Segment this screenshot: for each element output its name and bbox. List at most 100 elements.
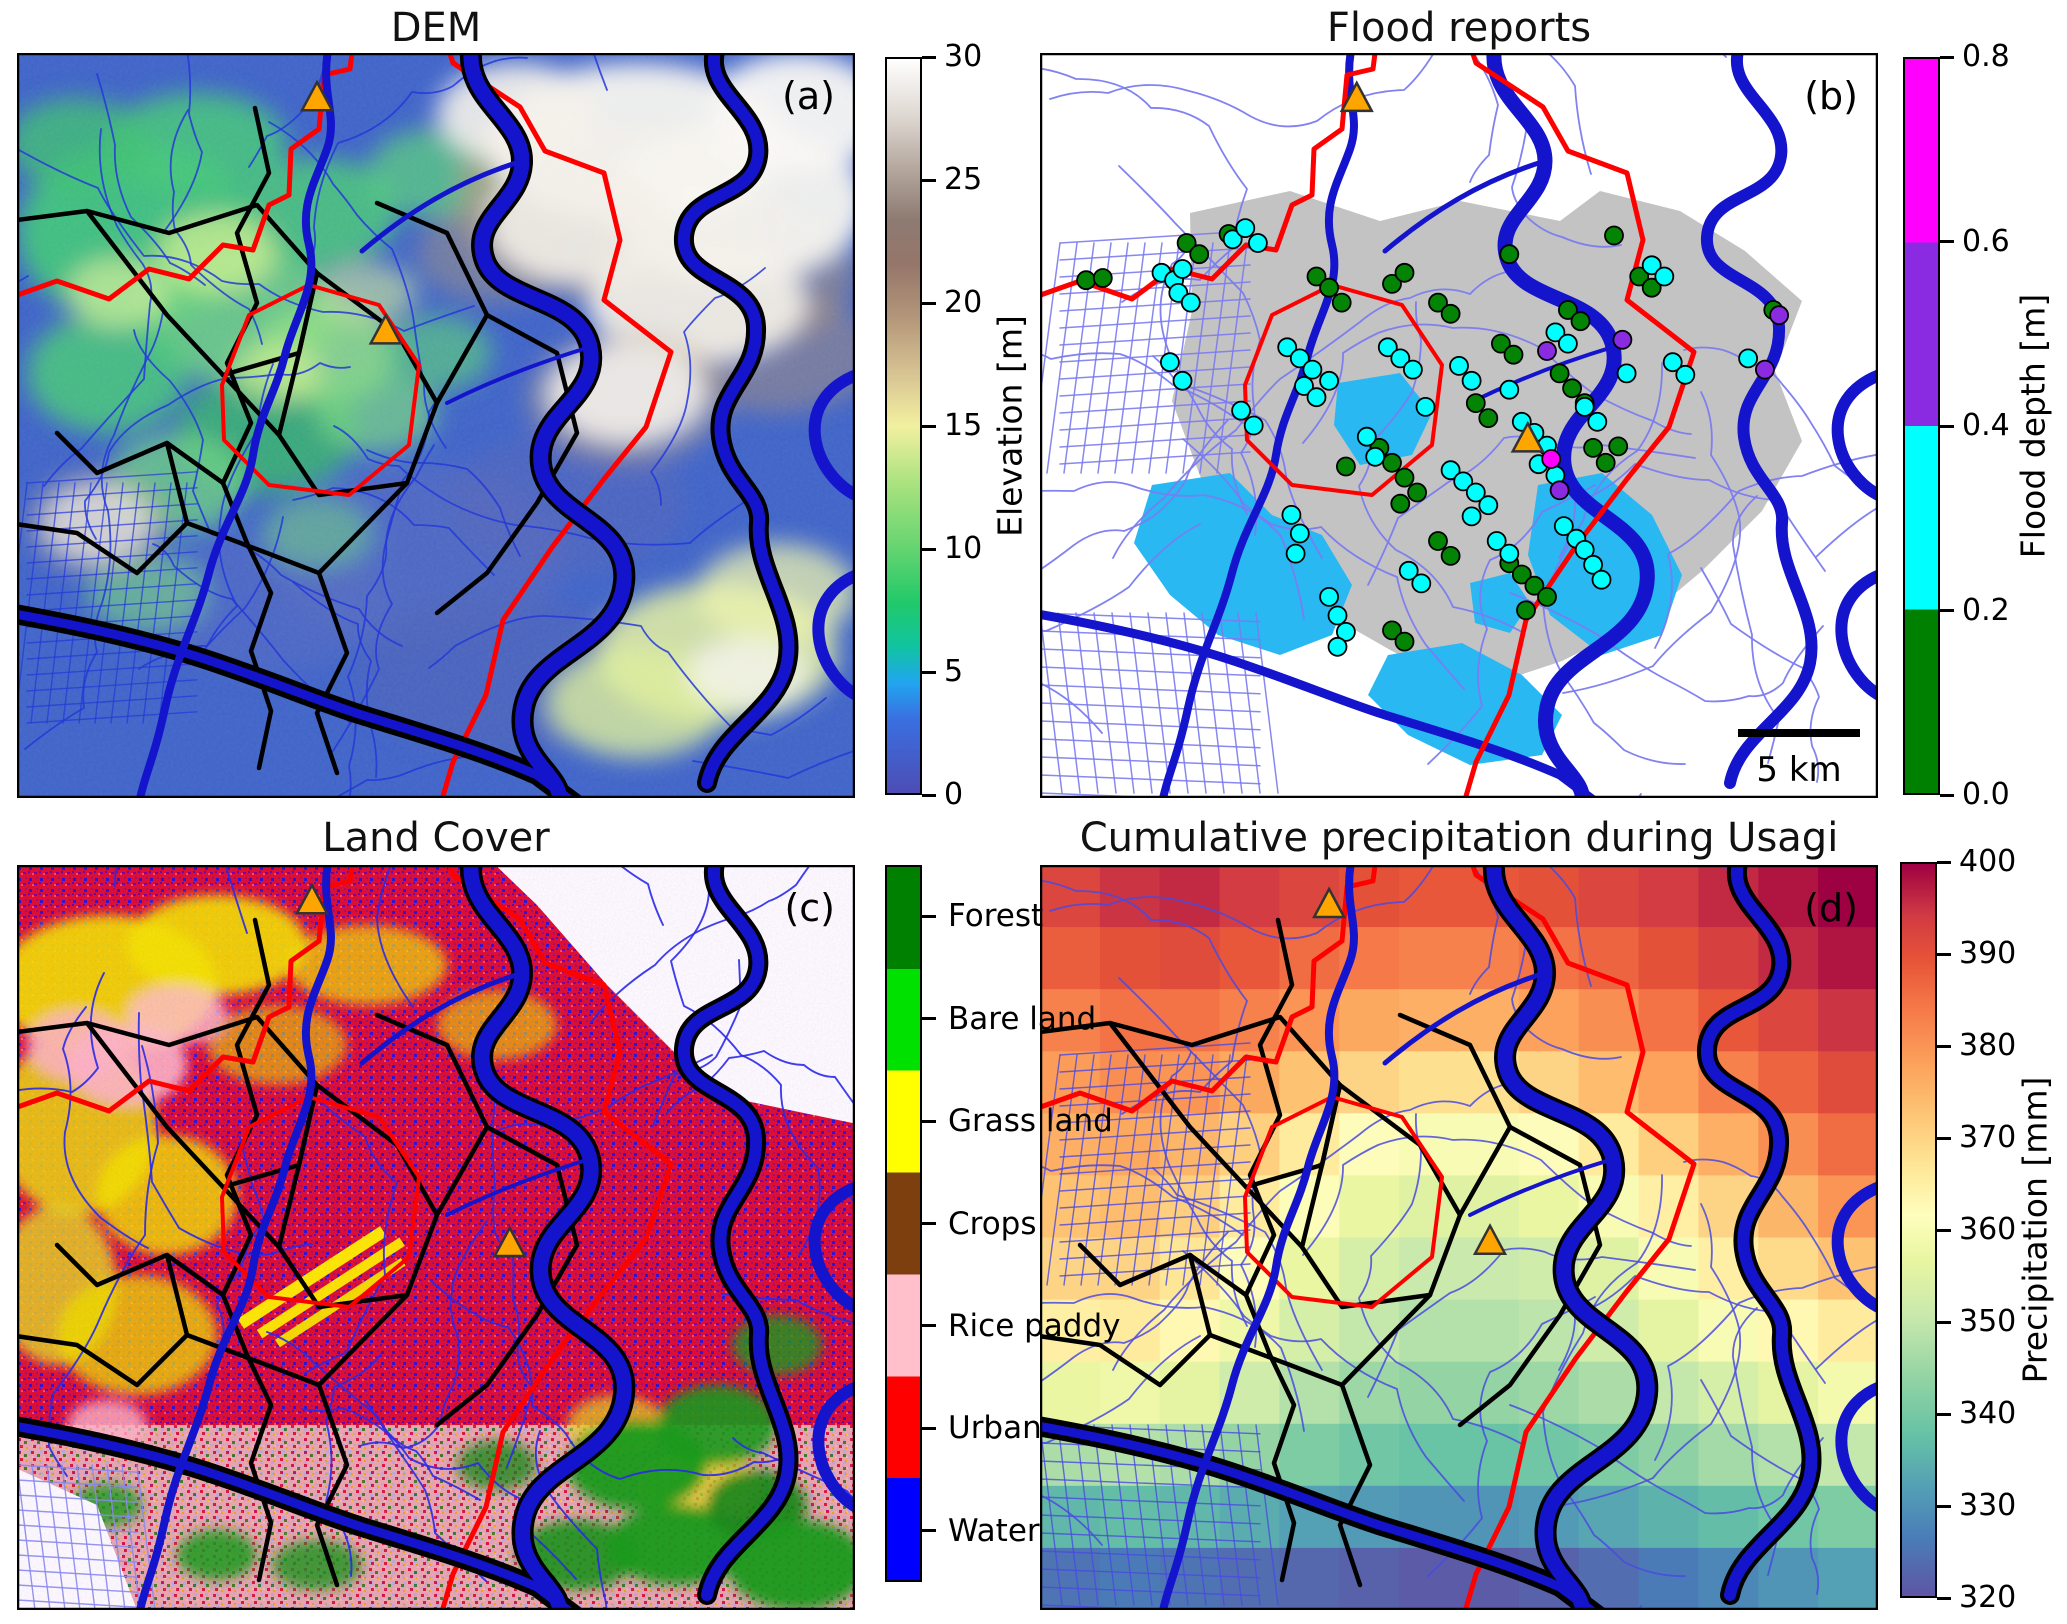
flood-report-point (1604, 225, 1624, 246)
legend-tick-mark (922, 1426, 936, 1430)
flood-report-point (1407, 482, 1428, 503)
elevation-colorbar-ticks: 0 5 10 15 20 25 30 (922, 39, 1042, 812)
tick-label: 400 (1959, 843, 2017, 879)
gauge-marker-icon (294, 882, 527, 1258)
flood-report-point (1558, 300, 1578, 320)
legend-tick-mark (922, 914, 936, 918)
tick-label: 25 (944, 161, 983, 197)
tick-mark (1940, 609, 1954, 612)
flood-report-point (1289, 523, 1310, 544)
flood-report-point (1461, 506, 1482, 527)
flood-report-point (1327, 605, 1348, 626)
legend-tick-mark (922, 1529, 936, 1533)
flood-report-point (1319, 587, 1340, 607)
flood-report-point (1398, 560, 1419, 581)
tick-mark (922, 424, 936, 428)
flood-report-point (1172, 259, 1193, 279)
flood-report-point (1277, 337, 1298, 358)
flood-report-point (1356, 426, 1377, 447)
flood-report-point (1755, 359, 1775, 380)
flood-report-point (1612, 329, 1633, 350)
flood-report-point (1465, 482, 1486, 503)
legend-label: Urban (948, 1410, 1042, 1447)
tick-mark (1937, 1596, 1951, 1600)
flood-report-point (1641, 255, 1662, 276)
tick-label: 320 (1959, 1579, 2017, 1615)
flood-report-point (1453, 471, 1474, 492)
flood-report-point (1537, 341, 1557, 361)
flood-report-point (1440, 545, 1461, 566)
panel-a-title: DEM (390, 5, 482, 51)
tick-label: 360 (1959, 1211, 2017, 1247)
flood-report-point (1583, 554, 1603, 575)
panel-a-label: (a) (782, 74, 835, 118)
flood-report-point (1428, 292, 1448, 313)
legend-tick-mark (922, 1119, 936, 1123)
panel-dem-map: (a) (17, 53, 855, 798)
legend-tick-mark (922, 1017, 936, 1021)
flood-depth-colorbar (1903, 57, 1940, 795)
tick-label: 370 (1959, 1119, 2017, 1155)
flood-report-point (1654, 266, 1675, 287)
flood-report-point (1511, 564, 1532, 585)
tick-mark (1940, 793, 1954, 797)
landcover-rivers (17, 865, 855, 1610)
legend-tick-mark (922, 1324, 936, 1328)
legend-label: Bare land (948, 1000, 1097, 1037)
flood-report-point (1289, 348, 1310, 369)
flood-report-point (1306, 387, 1327, 408)
legend-label: Forest (948, 898, 1044, 935)
flood-report-point (1499, 379, 1520, 400)
tick-mark (1937, 1320, 1951, 1324)
flood-report-point (1231, 400, 1252, 421)
flood-report-point (1449, 355, 1469, 376)
flood-report-point (1394, 631, 1415, 652)
flood-report-point (1335, 456, 1356, 477)
legend-label: Rice paddy (948, 1307, 1121, 1344)
flood-report-point (1545, 322, 1566, 343)
flood-report-point (1616, 363, 1637, 384)
gauge-marker-icon (1339, 80, 1545, 453)
flood-report-point (1570, 311, 1591, 332)
flood-report-point (1159, 352, 1180, 373)
flood-report-point (1377, 337, 1398, 358)
flood-report-point (1662, 352, 1683, 373)
flood-report-point (1499, 244, 1520, 265)
flood-report-point (1411, 573, 1432, 594)
tick-mark (1937, 1412, 1951, 1416)
flood-report-point (1583, 437, 1603, 458)
flood-report-point (1394, 467, 1415, 488)
tick-mark (1940, 240, 1954, 243)
flood-report-point (1394, 262, 1415, 283)
flood-report-point (1285, 543, 1306, 564)
tick-mark (1937, 860, 1951, 864)
elevation-axis-label: Elevation [m] (990, 315, 1030, 537)
flood-report-point (1365, 446, 1386, 467)
tick-label: 20 (944, 284, 983, 320)
tick-label: 340 (1959, 1395, 2017, 1431)
panel-c-title: Land Cover (322, 815, 550, 861)
flood-report-point (1294, 376, 1314, 396)
flood-report-point (1549, 480, 1570, 501)
tick-label: 0.0 (1962, 776, 2010, 812)
flood-report-point (1503, 344, 1524, 365)
flood-report-point (1595, 452, 1616, 473)
elevation-colorbar (885, 57, 922, 795)
flood-depth-axis-label: Flood depth [m] (2013, 293, 2053, 559)
flood-report-points (1076, 218, 1789, 657)
panel-flood-reports-map: 5 km (b) (1040, 53, 1878, 798)
flood-report-point (1516, 600, 1536, 621)
precip-district-boundaries (1040, 917, 1603, 1588)
scale-bar: 5 km (1738, 729, 1860, 790)
flood-report-point (1558, 333, 1578, 354)
flood-report-point (1281, 504, 1302, 525)
tick-label: 0 (944, 776, 964, 812)
precipitation-colorbar (1900, 862, 1937, 1598)
flood-report-point (1465, 393, 1486, 414)
flood-report-point (1549, 363, 1570, 384)
precipitation-colorbar-ticks: 320 330 340 350 360 370 380 390 400 (1937, 844, 2057, 1615)
panel-d-frame (1040, 865, 1878, 1610)
tick-mark (922, 670, 936, 674)
flood-report-point (1302, 359, 1323, 380)
